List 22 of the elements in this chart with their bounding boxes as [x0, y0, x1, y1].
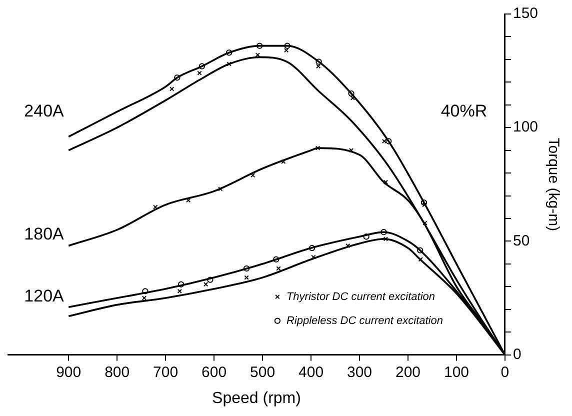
x-tick-label: 0 [500, 364, 510, 381]
x-tick-label: 100 [444, 364, 470, 381]
x-tick-label: 500 [250, 364, 276, 381]
x-tick-label: 200 [395, 364, 421, 381]
x-tick-label: 600 [202, 364, 227, 381]
x-tick-label: 700 [153, 364, 178, 381]
y-tick-label: 100 [512, 118, 538, 136]
annotation: 120A [24, 286, 65, 306]
x-axis-title: Speed (rpm) [212, 390, 301, 407]
x-tick-label: 900 [56, 364, 82, 381]
annotation: 180A [24, 224, 65, 244]
y-tick-label: 0 [512, 346, 522, 363]
annotation: 240A [24, 102, 65, 121]
legend-label: Rippleless DC current excitation [286, 314, 443, 327]
annotation: 40%R [440, 102, 488, 121]
legend-label: Thyristor DC current excitation [286, 290, 436, 303]
x-tick-label: 400 [298, 364, 324, 381]
x-tick-label: 800 [104, 364, 130, 381]
y-tick-label: 50 [512, 232, 530, 250]
y-axis-title: Torque (kg-m) [544, 138, 562, 232]
x-tick-label: 300 [347, 364, 372, 381]
y-tick-label: 150 [512, 5, 538, 22]
